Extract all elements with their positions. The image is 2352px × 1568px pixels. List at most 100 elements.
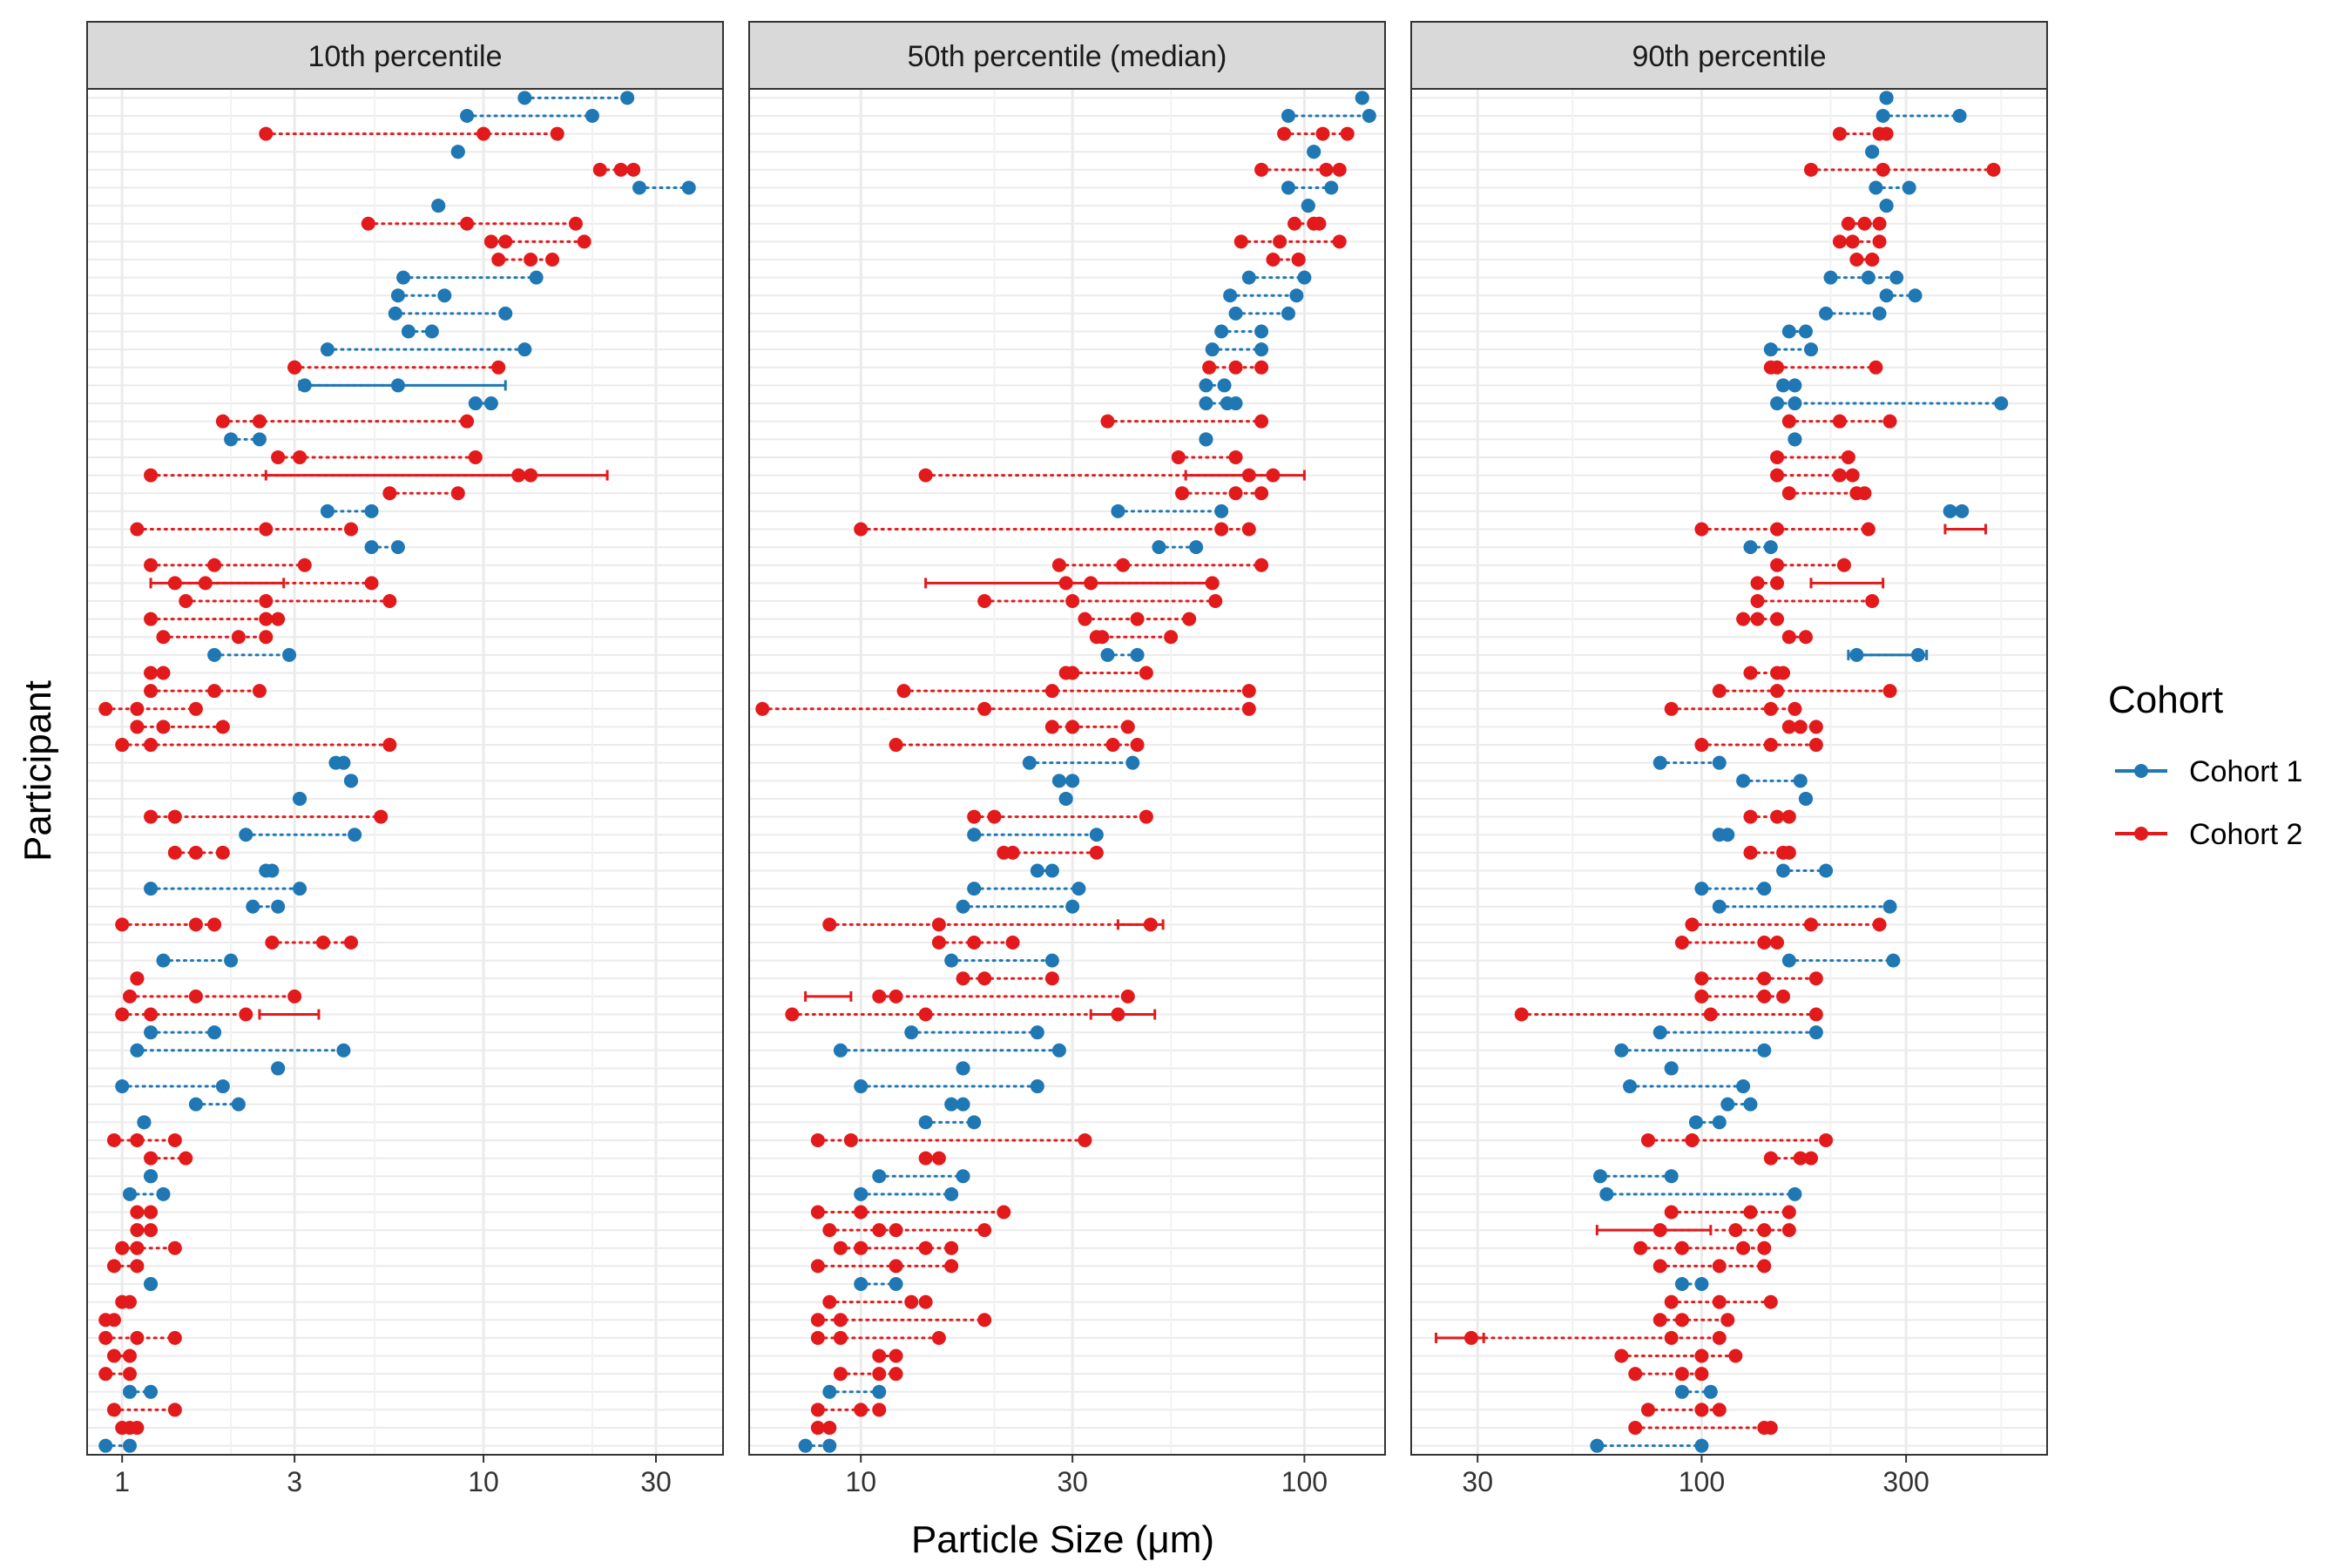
data-point (1876, 162, 1890, 177)
data-point (785, 1007, 800, 1022)
data-point (1051, 558, 1066, 572)
data-point (1315, 126, 1330, 141)
data-point (956, 1097, 970, 1112)
data-point (207, 1025, 222, 1040)
data-point (967, 882, 982, 896)
data-point (156, 720, 171, 734)
data-point (550, 126, 564, 141)
data-point (1164, 630, 1179, 645)
data-point (122, 1384, 137, 1399)
data-point (977, 971, 992, 986)
panel-1: 10th percentile 1 3 10 30 (86, 21, 724, 1497)
data-point (297, 558, 312, 572)
data-point (1685, 1132, 1700, 1147)
data-point (156, 666, 171, 680)
data-point (1861, 522, 1876, 537)
data-point (1736, 1240, 1751, 1255)
data-point (872, 1348, 887, 1363)
data-point (259, 630, 274, 645)
data-point (1869, 360, 1883, 375)
data-point (1882, 684, 1897, 699)
data-point (460, 108, 475, 123)
x-tick-label: 1 (114, 1466, 130, 1497)
data-point (1105, 738, 1120, 753)
data-point (1289, 288, 1304, 303)
data-point (144, 468, 159, 483)
data-point (156, 630, 171, 645)
facet-label-1: 10th percentile (308, 40, 502, 73)
data-point (144, 684, 159, 699)
data-point (1593, 1169, 1608, 1184)
data-point (1886, 953, 1901, 968)
data-point (1664, 1061, 1679, 1076)
data-point (944, 1259, 959, 1274)
data-point (967, 809, 982, 824)
data-point (156, 1186, 171, 1201)
data-point (1319, 162, 1334, 177)
data-point (1273, 234, 1288, 249)
data-point (1694, 882, 1709, 896)
data-point (293, 882, 308, 896)
data-point (401, 324, 416, 339)
data-point (1254, 342, 1269, 357)
data-point (1254, 558, 1269, 572)
data-point (1078, 612, 1092, 626)
data-point (681, 180, 696, 195)
panel-background-1 (87, 89, 723, 1455)
data-point (115, 1079, 130, 1094)
data-point (1781, 1223, 1796, 1238)
data-point (1065, 720, 1080, 734)
data-point (188, 989, 203, 1004)
grid-columns-1 (120, 89, 658, 1455)
data-point (810, 1259, 825, 1274)
data-point (468, 449, 483, 464)
data-point (918, 1240, 933, 1255)
data-point (1857, 486, 1872, 501)
data-point (483, 396, 498, 411)
facet-strip-1 (86, 21, 724, 90)
data-point (1664, 1330, 1679, 1345)
data-point (854, 1240, 868, 1255)
data-point (944, 1186, 959, 1201)
data-point (498, 306, 513, 321)
data-point (1908, 288, 1923, 303)
data-point (130, 1223, 145, 1238)
data-point (1307, 145, 1321, 159)
data-point (1712, 755, 1727, 770)
data-point (1694, 738, 1709, 753)
data-point (1841, 449, 1855, 464)
data-point (1882, 899, 1897, 914)
data-point (115, 738, 130, 753)
data-point (833, 1330, 848, 1345)
data-point (271, 449, 286, 464)
data-point (122, 1438, 137, 1453)
data-point (854, 1186, 868, 1201)
data-point (1743, 1097, 1758, 1112)
data-point (822, 1438, 837, 1453)
data-point (1879, 126, 1894, 141)
data-point (188, 701, 203, 716)
data-point (1228, 396, 1243, 411)
data-point (1770, 522, 1785, 537)
data-point (931, 936, 946, 950)
data-point (987, 809, 1002, 824)
data-point (167, 1330, 182, 1345)
data-point (1228, 449, 1243, 464)
data-point (755, 701, 770, 716)
data-point (1781, 809, 1796, 824)
data-point (997, 1205, 1011, 1220)
data-point (1362, 108, 1376, 123)
data-point (98, 1367, 113, 1382)
data-point (1743, 540, 1758, 555)
data-point (872, 1402, 887, 1417)
data-point (1241, 522, 1256, 537)
data-point (1254, 324, 1269, 339)
data-marks-3 (1435, 91, 2009, 1453)
data-point (207, 558, 222, 572)
data-point (1674, 1384, 1689, 1399)
data-point (144, 666, 159, 680)
data-point (122, 1348, 137, 1363)
data-point (239, 828, 253, 842)
data-point (1130, 612, 1145, 626)
data-point (130, 1330, 145, 1345)
